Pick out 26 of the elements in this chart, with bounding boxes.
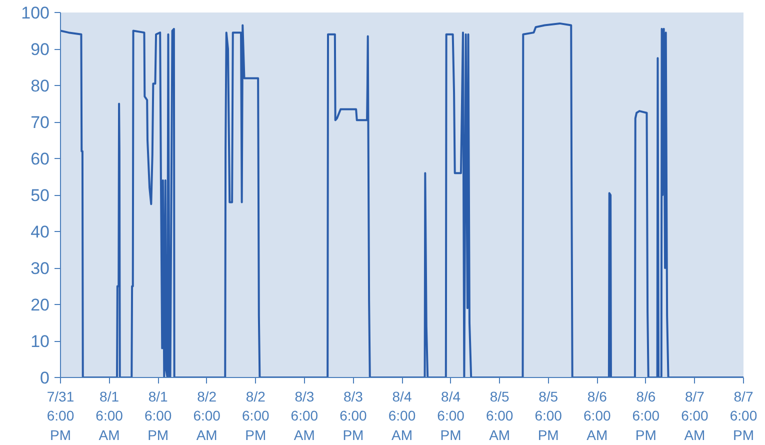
x-tick-label: 8/1 6:00 AM <box>96 388 124 443</box>
y-tick-label: 80 <box>30 76 50 96</box>
y-tick-label: 40 <box>30 222 50 242</box>
x-tick-label: 8/3 6:00 AM <box>290 388 318 443</box>
x-tick-label: 8/7 6:00 PM <box>730 388 758 443</box>
y-tick-label: 90 <box>30 40 50 59</box>
x-tick-label: 8/1 6:00 PM <box>144 388 172 443</box>
x-tick-label: 8/6 6:00 PM <box>632 388 660 443</box>
y-tick-label: 50 <box>30 186 50 205</box>
x-tick-label: 8/2 6:00 AM <box>193 388 221 443</box>
y-tick-label: 20 <box>30 296 50 314</box>
x-tick-label: 7/31 6:00 PM <box>46 388 74 443</box>
y-tick-label: 10 <box>30 332 50 351</box>
x-tick-label: 8/4 6:00 AM <box>388 388 416 443</box>
y-tick-label: 60 <box>30 150 50 168</box>
y-tick-label: 70 <box>30 113 50 132</box>
x-tick-label: 8/3 6:00 PM <box>340 388 368 443</box>
y-tick-label: 30 <box>30 259 50 278</box>
y-tick-label: 100 <box>21 4 50 22</box>
x-tick-label: 8/6 6:00 AM <box>584 388 611 443</box>
x-tick-label: 8/5 6:00 PM <box>534 388 562 443</box>
x-tick-label: 8/5 6:00 AM <box>486 388 514 443</box>
y-tick-label: 0 <box>40 368 50 388</box>
x-tick-label: 8/4 6:00 PM <box>437 388 465 443</box>
x-tick-label: 8/7 6:00 AM <box>681 388 709 443</box>
x-tick-label: 8/2 6:00 PM <box>242 388 270 443</box>
